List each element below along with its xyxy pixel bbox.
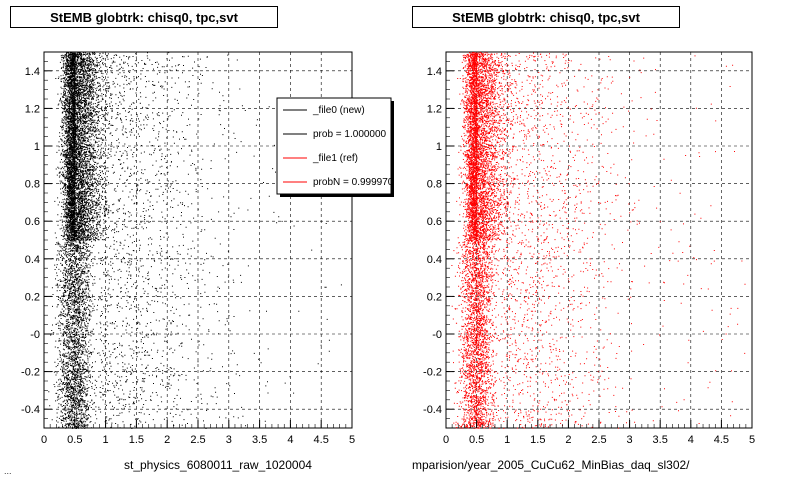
- y-tick-label: -0: [432, 329, 442, 341]
- x-tick-label: 2: [565, 434, 571, 446]
- legend-label: prob = 1.000000: [313, 129, 387, 140]
- x-tick-label: 2.5: [591, 434, 606, 446]
- panel1-filename: st_physics_6080011_raw_1020004: [124, 458, 312, 472]
- x-tick-label: 3.5: [252, 434, 267, 446]
- x-tick-label: 0: [443, 434, 449, 446]
- legend-label: _file0 (new): [312, 105, 365, 116]
- y-tick-label: 1.4: [25, 66, 40, 78]
- x-tick-label: 1.5: [530, 434, 545, 446]
- panel2-filename: mparision/year_2005_CuCu62_MinBias_daq_s…: [412, 458, 690, 472]
- y-tick-label: -0.2: [21, 367, 40, 379]
- y-tick-label: -0.4: [21, 404, 40, 416]
- y-tick-label: -0.2: [423, 367, 442, 379]
- y-tick-label: 0.4: [25, 254, 40, 266]
- x-tick-label: 2: [164, 434, 170, 446]
- y-tick-label: 0.4: [427, 254, 442, 266]
- x-tick-label: 4: [287, 434, 293, 446]
- y-tick-label: 0.2: [25, 291, 40, 303]
- x-tick-label: 3: [627, 434, 633, 446]
- legend-label: probN = 0.999970: [313, 177, 394, 188]
- x-tick-label: 3: [226, 434, 232, 446]
- x-tick-label: 3.5: [653, 434, 668, 446]
- panel1-title: StEMB globtrk: chisq0, tpc,svt: [10, 6, 278, 28]
- x-tick-label: 4.5: [314, 434, 329, 446]
- x-tick-label: 1: [504, 434, 510, 446]
- panel2-title: StEMB globtrk: chisq0, tpc,svt: [412, 6, 680, 28]
- legend: _file0 (new) prob = 1.000000 _file1 (ref) p…: [276, 97, 394, 197]
- y-tick-label: 0.8: [25, 179, 40, 191]
- scatter-points: [451, 52, 746, 429]
- scatter-panel-ref: 0 0.5 1 1.5 2 2.5 3 3.5 4 4.5 5 -0.4 -0.2 -0 0.2 0.4 0.6…: [423, 51, 755, 446]
- y-tick-label: 1: [436, 141, 442, 153]
- x-tick-label: 1: [103, 434, 109, 446]
- x-tick-label: 5: [749, 434, 755, 446]
- y-tick-label: 1.4: [427, 66, 442, 78]
- y-tick-label: -0.4: [423, 404, 442, 416]
- scatter-points: [48, 52, 345, 429]
- scatter-marker-path: [48, 52, 345, 429]
- x-tick-label: 0.5: [469, 434, 484, 446]
- legend-label: _file1 (ref): [312, 153, 358, 164]
- x-tick-label: 2.5: [190, 434, 205, 446]
- x-tick-label: 0.5: [67, 434, 82, 446]
- x-tick-label: 4.5: [714, 434, 729, 446]
- x-tick-label: 1.5: [129, 434, 144, 446]
- x-tick-label: 5: [349, 434, 355, 446]
- y-tick-label: -0: [30, 329, 40, 341]
- y-tick-label: 1.2: [25, 103, 40, 115]
- y-tick-label: 0.6: [25, 216, 40, 228]
- y-tick-label: 0.6: [427, 216, 442, 228]
- legend-entries: _file0 (new) prob = 1.000000 _file1 (ref) p…: [283, 105, 394, 188]
- y-tick-label: 0.2: [427, 291, 442, 303]
- x-tick-label: 4: [688, 434, 694, 446]
- scatter-marker-path: [451, 52, 746, 429]
- y-tick-label: 1.2: [427, 103, 442, 115]
- legend-box: [276, 97, 392, 195]
- footer-fragment: ...: [4, 466, 12, 476]
- y-tick-label: 1: [34, 141, 40, 153]
- y-tick-label: 0.8: [427, 179, 442, 191]
- x-tick-label: 0: [41, 434, 47, 446]
